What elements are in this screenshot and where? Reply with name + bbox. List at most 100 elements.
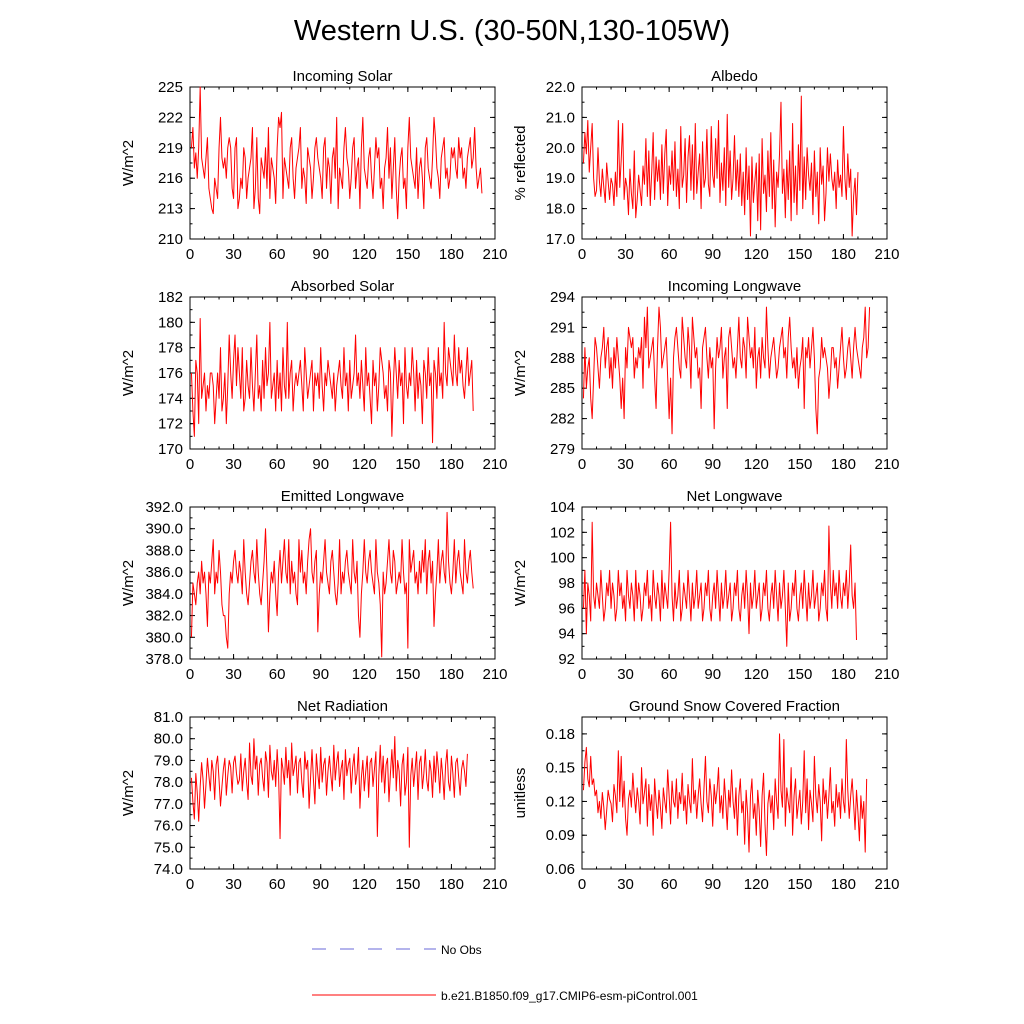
x-tick-label: 120 xyxy=(352,246,377,263)
x-tick-label: 30 xyxy=(225,246,242,263)
x-tick-label: 90 xyxy=(312,666,329,683)
panels: Incoming Solar W/m^2 0 30 60 90 120 150 180 210 21… xyxy=(120,68,900,893)
y-tick-label: 77.0 xyxy=(154,796,183,813)
panel-title-ground-snow-covered-fraction: Ground Snow Covered Fraction xyxy=(629,698,840,715)
y-tick-label: 75.0 xyxy=(154,839,183,856)
y-tick-label: 384.0 xyxy=(145,586,183,603)
panel-emitted-longwave: Emitted Longwave W/m^2 0 30 60 90 120 150 180 210… xyxy=(120,488,508,683)
y-axis-label-ground-snow-covered-fraction: unitless xyxy=(512,768,529,819)
y-tick-label: 98 xyxy=(558,575,575,592)
x-tick-label: 60 xyxy=(269,456,286,473)
y-tick-label: 380.0 xyxy=(145,629,183,646)
y-tick-label: 386.0 xyxy=(145,564,183,581)
x-tick-label: 150 xyxy=(395,876,420,893)
y-tick-label: 0.15 xyxy=(546,760,575,777)
x-tick-label: 210 xyxy=(874,876,899,893)
y-tick-label: 294 xyxy=(550,289,575,306)
x-tick-label: 180 xyxy=(831,456,856,473)
y-tick-label: 388.0 xyxy=(145,542,183,559)
x-tick-label: 210 xyxy=(874,456,899,473)
y-axis-label-incoming-longwave: W/m^2 xyxy=(512,350,529,396)
legend-label-model: b.e21.B1850.f09_g17.CMIP6-esm-piControl.… xyxy=(441,989,698,1003)
x-tick-label: 90 xyxy=(704,456,721,473)
y-tick-label: 222 xyxy=(158,109,183,126)
series-line-albedo xyxy=(582,95,859,237)
x-tick-label: 60 xyxy=(661,246,678,263)
series-line-emitted-longwave xyxy=(190,511,474,658)
x-tick-label: 60 xyxy=(269,666,286,683)
y-tick-label: 76.0 xyxy=(154,818,183,835)
x-tick-label: 0 xyxy=(186,666,194,683)
y-tick-label: 172 xyxy=(158,416,183,433)
y-tick-label: 282 xyxy=(550,411,575,428)
y-tick-label: 392.0 xyxy=(145,499,183,516)
y-tick-label: 18.0 xyxy=(546,201,575,218)
y-tick-label: 79.0 xyxy=(154,752,183,769)
x-tick-label: 150 xyxy=(787,456,812,473)
x-tick-label: 180 xyxy=(439,456,464,473)
y-tick-label: 81.0 xyxy=(154,709,183,726)
series-line-net-longwave xyxy=(582,521,857,647)
x-tick-label: 180 xyxy=(439,876,464,893)
x-tick-label: 0 xyxy=(186,456,194,473)
x-tick-label: 30 xyxy=(617,246,634,263)
y-tick-label: 219 xyxy=(158,140,183,157)
y-axis-label-emitted-longwave: W/m^2 xyxy=(120,560,137,606)
series-line-incoming-longwave xyxy=(582,306,871,435)
y-axis-label-incoming-solar: W/m^2 xyxy=(120,140,137,186)
panel-title-emitted-longwave: Emitted Longwave xyxy=(281,488,404,505)
y-tick-label: 378.0 xyxy=(145,651,183,668)
x-tick-label: 210 xyxy=(482,246,507,263)
series-line-incoming-solar xyxy=(190,86,483,220)
x-tick-label: 210 xyxy=(482,876,507,893)
x-tick-label: 150 xyxy=(787,246,812,263)
panel-incoming-solar: Incoming Solar W/m^2 0 30 60 90 120 150 180 210 21… xyxy=(120,68,508,263)
panel-absorbed-solar: Absorbed Solar W/m^2 0 30 60 90 120 150 180 210 17… xyxy=(120,278,508,473)
y-tick-label: 291 xyxy=(550,319,575,336)
x-tick-label: 180 xyxy=(439,666,464,683)
x-tick-label: 150 xyxy=(395,456,420,473)
figure-title: Western U.S. (30-50N,130-105W) xyxy=(294,15,730,47)
y-tick-label: 180 xyxy=(158,314,183,331)
x-tick-label: 120 xyxy=(744,456,769,473)
x-tick-label: 90 xyxy=(312,876,329,893)
y-tick-label: 102 xyxy=(550,524,575,541)
panel-net-longwave: Net Longwave W/m^2 0 30 60 90 120 150 180 210 92 94… xyxy=(512,488,900,683)
x-tick-label: 120 xyxy=(744,666,769,683)
y-tick-label: 0.12 xyxy=(546,793,575,810)
y-tick-label: 22.0 xyxy=(546,79,575,96)
x-tick-label: 180 xyxy=(831,246,856,263)
y-tick-label: 94 xyxy=(558,626,575,643)
y-tick-label: 20.0 xyxy=(546,140,575,157)
x-tick-label: 30 xyxy=(225,876,242,893)
series-line-absorbed-solar xyxy=(190,318,474,444)
x-tick-label: 180 xyxy=(831,666,856,683)
x-tick-label: 90 xyxy=(704,876,721,893)
panel-title-absorbed-solar: Absorbed Solar xyxy=(291,278,394,295)
x-tick-label: 120 xyxy=(744,246,769,263)
panel-ground-snow-covered-fraction: Ground Snow Covered Fraction unitless 0 30 6… xyxy=(512,698,900,893)
panel-title-net-longwave: Net Longwave xyxy=(687,488,783,505)
x-tick-label: 150 xyxy=(395,246,420,263)
legend: No Obs b.e21.B1850.f09_g17.CMIP6-esm-piC… xyxy=(312,943,698,1003)
x-tick-label: 90 xyxy=(704,666,721,683)
x-tick-label: 210 xyxy=(482,666,507,683)
x-tick-label: 30 xyxy=(225,666,242,683)
y-tick-label: 216 xyxy=(158,170,183,187)
x-tick-label: 120 xyxy=(352,876,377,893)
x-tick-label: 0 xyxy=(578,246,586,263)
x-tick-label: 210 xyxy=(874,246,899,263)
y-tick-label: 178 xyxy=(158,340,183,357)
y-tick-label: 225 xyxy=(158,79,183,96)
x-tick-label: 0 xyxy=(186,246,194,263)
x-tick-label: 210 xyxy=(874,666,899,683)
panel-title-net-radiation: Net Radiation xyxy=(297,698,388,715)
x-tick-label: 60 xyxy=(269,246,286,263)
y-tick-label: 213 xyxy=(158,201,183,218)
x-tick-label: 60 xyxy=(661,666,678,683)
y-tick-label: 0.09 xyxy=(546,827,575,844)
panel-incoming-longwave: Incoming Longwave W/m^2 0 30 60 90 120 150 180 21… xyxy=(512,278,900,473)
x-tick-label: 180 xyxy=(439,246,464,263)
series-line-ground-snow-covered-fraction xyxy=(582,733,868,856)
plot-frame-incoming-longwave xyxy=(581,296,888,450)
